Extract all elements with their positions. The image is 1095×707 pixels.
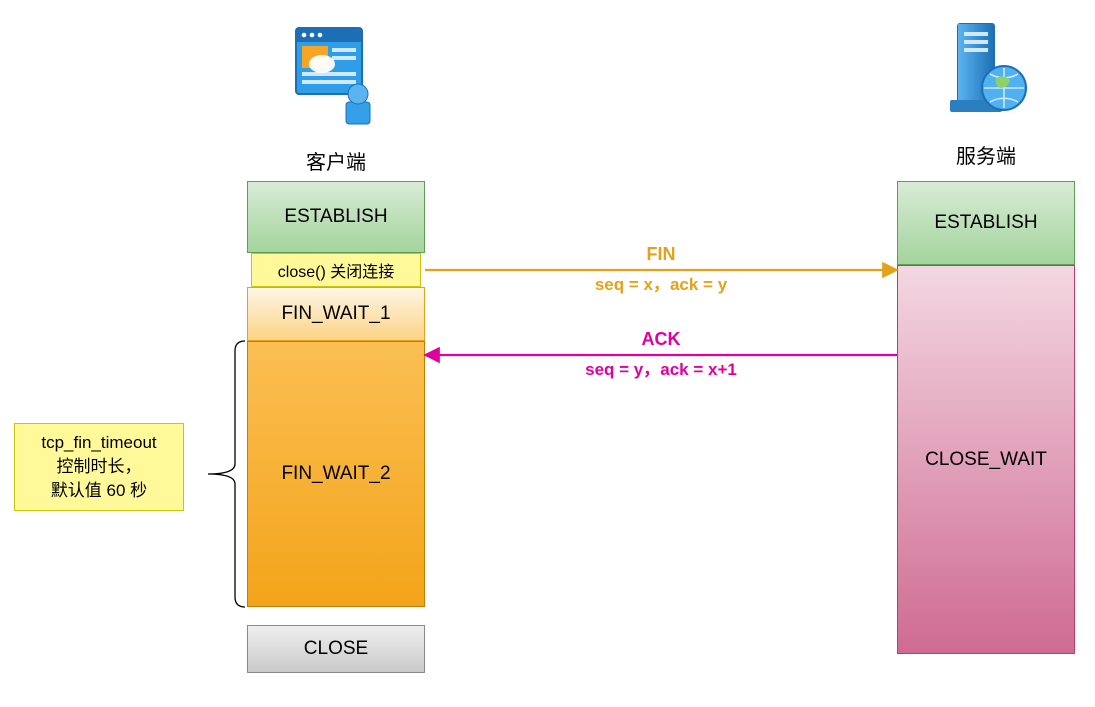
client-close-call: close() 关闭连接 xyxy=(251,253,421,287)
server-state-closewait: CLOSE_WAIT xyxy=(897,265,1075,654)
client-state-establish: ESTABLISH xyxy=(247,181,425,253)
timeout-note: tcp_fin_timeout 控制时长， 默认值 60 秒 xyxy=(14,423,184,511)
server-state-establish: ESTABLISH xyxy=(897,181,1075,265)
server-title: 服务端 xyxy=(897,140,1075,168)
svg-text:seq = y，ack = x+1: seq = y，ack = x+1 xyxy=(585,360,737,379)
server-globe-icon xyxy=(940,18,1036,124)
svg-text:FIN: FIN xyxy=(647,244,676,264)
svg-text:ACK: ACK xyxy=(642,329,681,349)
client-app-icon xyxy=(290,22,382,132)
diagram-canvas: 客户端 服务端 ESTABLISH close() 关闭连接 FIN_WAIT_… xyxy=(0,0,1095,707)
client-title: 客户端 xyxy=(247,146,425,174)
client-state-finwait1: FIN_WAIT_1 xyxy=(247,287,425,341)
svg-text:seq = x，ack = y: seq = x，ack = y xyxy=(595,275,728,294)
client-state-finwait2: FIN_WAIT_2 xyxy=(247,341,425,607)
client-state-close: CLOSE xyxy=(247,625,425,673)
